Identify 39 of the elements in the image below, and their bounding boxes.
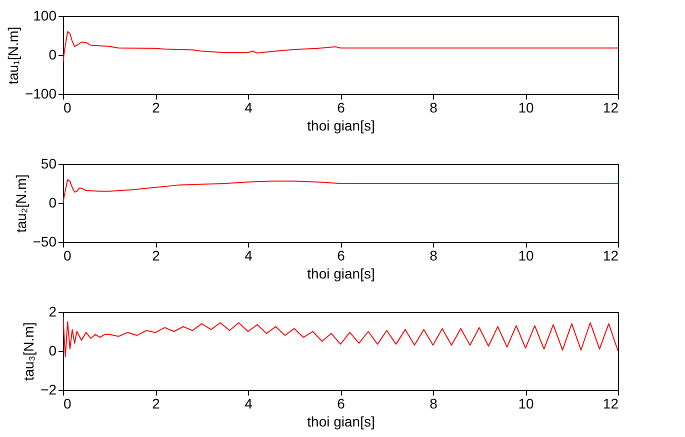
x-tick-label: 0 bbox=[64, 100, 72, 116]
x-tick-label: 4 bbox=[244, 248, 253, 264]
x-tick-label: 4 bbox=[244, 396, 253, 412]
x-tick-label: 0 bbox=[64, 396, 72, 412]
x-tick-label: 10 bbox=[518, 100, 534, 116]
x-tick-label: 8 bbox=[430, 396, 438, 412]
x-tick-label: 2 bbox=[152, 100, 160, 116]
x-tick-label: 8 bbox=[430, 248, 438, 264]
y-tick-label: 50 bbox=[40, 156, 57, 172]
x-tick-label: 6 bbox=[337, 100, 346, 116]
y-tick-label: −50 bbox=[32, 234, 57, 250]
x-axis-title: thoi gian[s] bbox=[307, 118, 375, 134]
x-tick-label: 4 bbox=[244, 100, 253, 116]
x-tick-label: 12 bbox=[602, 248, 619, 264]
line-series bbox=[63, 179, 618, 204]
x-tick-label: 8 bbox=[430, 100, 438, 116]
y-tick-label: −2 bbox=[40, 382, 57, 398]
x-axis-title: thoi gian[s] bbox=[307, 266, 375, 282]
y-tick-label: 0 bbox=[48, 194, 57, 210]
y-axis-title: tau₁[N.m] bbox=[4, 26, 21, 84]
y-tick-label: 2 bbox=[48, 304, 57, 320]
line-series bbox=[63, 31, 618, 64]
y-tick-label: 0 bbox=[48, 342, 57, 358]
x-tick-label: 2 bbox=[152, 248, 160, 264]
y-tick-label: −100 bbox=[24, 86, 57, 102]
y-tick-label: 100 bbox=[33, 8, 57, 24]
x-tick-label: 6 bbox=[337, 396, 346, 412]
x-tick-label: 12 bbox=[602, 100, 619, 116]
x-tick-label: 2 bbox=[152, 396, 160, 412]
y-axis-title: tau₃[N.m] bbox=[20, 322, 37, 381]
y-axis-title: tau₂[N.m] bbox=[12, 174, 29, 233]
x-tick-label: 10 bbox=[518, 248, 534, 264]
line-series bbox=[63, 315, 618, 358]
x-tick-label: 10 bbox=[518, 396, 534, 412]
y-tick-label: 0 bbox=[48, 46, 57, 62]
x-tick-label: 12 bbox=[602, 396, 619, 412]
x-tick-label: 0 bbox=[64, 248, 72, 264]
x-axis-title: thoi gian[s] bbox=[307, 414, 375, 430]
x-tick-label: 6 bbox=[337, 248, 346, 264]
